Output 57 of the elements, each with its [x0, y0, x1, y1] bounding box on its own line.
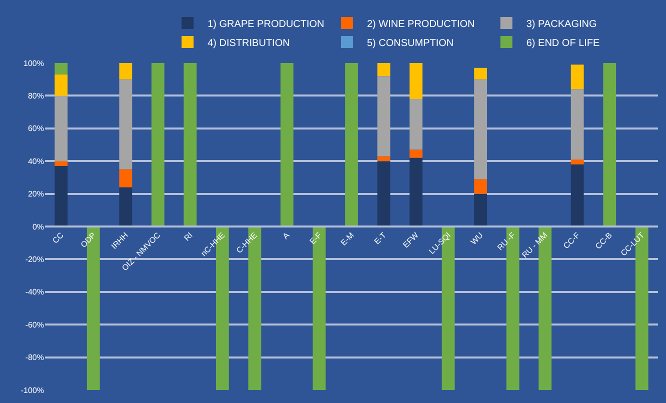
- legend-label: 6) END OF LIFE: [526, 38, 600, 49]
- bar: [570, 159, 584, 164]
- x-tick-label: E-M: [339, 230, 356, 248]
- x-tick-label: A: [281, 230, 292, 241]
- bar: [119, 187, 132, 226]
- bar: [54, 74, 68, 96]
- y-tick-label: -80%: [25, 353, 44, 362]
- bar: [570, 89, 584, 160]
- x-tick-label: CC: [50, 230, 66, 246]
- x-tick-label: E-F: [308, 230, 324, 246]
- y-tick-label: -60%: [25, 320, 44, 330]
- y-tick-label: 0%: [32, 222, 44, 232]
- bar: [603, 63, 616, 226]
- legend-label: 5) CONSUMPTION: [366, 38, 454, 49]
- legend-label: 1) GRAPE PRODUCTION: [208, 18, 324, 30]
- x-tick-label: WU: [469, 230, 485, 247]
- bar: [54, 63, 68, 74]
- y-tick-label: -20%: [25, 255, 44, 264]
- y-tick-label: 60%: [28, 124, 44, 134]
- legend-label: 2) WINE PRODUCTION: [366, 18, 475, 30]
- bar: [474, 179, 488, 194]
- legend-label: 3) PACKAGING: [526, 18, 597, 30]
- y-tick-label: 20%: [28, 190, 44, 199]
- bar: [506, 226, 520, 390]
- bar: [410, 150, 422, 158]
- bar: [474, 68, 488, 80]
- bar: [570, 164, 584, 226]
- x-tick-label: RI: [182, 230, 194, 243]
- y-tick-label: -40%: [25, 288, 44, 297]
- bar: [570, 64, 584, 90]
- bar: [151, 63, 164, 226]
- bar: [280, 63, 294, 226]
- bar: [474, 79, 488, 180]
- bar: [184, 63, 197, 226]
- y-tick-label: 100%: [24, 58, 44, 68]
- y-tick-label: -100%: [20, 386, 44, 395]
- bar: [54, 161, 68, 166]
- bar: [345, 63, 358, 226]
- bar: [377, 156, 390, 162]
- y-tick-label: 80%: [28, 92, 44, 100]
- bar: [119, 169, 132, 188]
- bar: [54, 166, 68, 226]
- x-tick-label: RU - MM: [520, 230, 550, 260]
- legend-label: 4) DISTRIBUTION: [208, 38, 290, 49]
- y-tick-label: 40%: [28, 156, 44, 166]
- bar: [377, 63, 390, 76]
- bar: [377, 161, 390, 226]
- bar: [410, 63, 422, 99]
- bar: [54, 96, 68, 162]
- x-tick-label: RU -F: [496, 230, 518, 252]
- bar: [377, 76, 390, 156]
- bar: [119, 79, 132, 170]
- bar: [410, 98, 422, 150]
- bar: [410, 158, 422, 226]
- bar: [474, 194, 488, 226]
- bar: [119, 63, 132, 80]
- x-tick-label: E-T: [372, 230, 388, 246]
